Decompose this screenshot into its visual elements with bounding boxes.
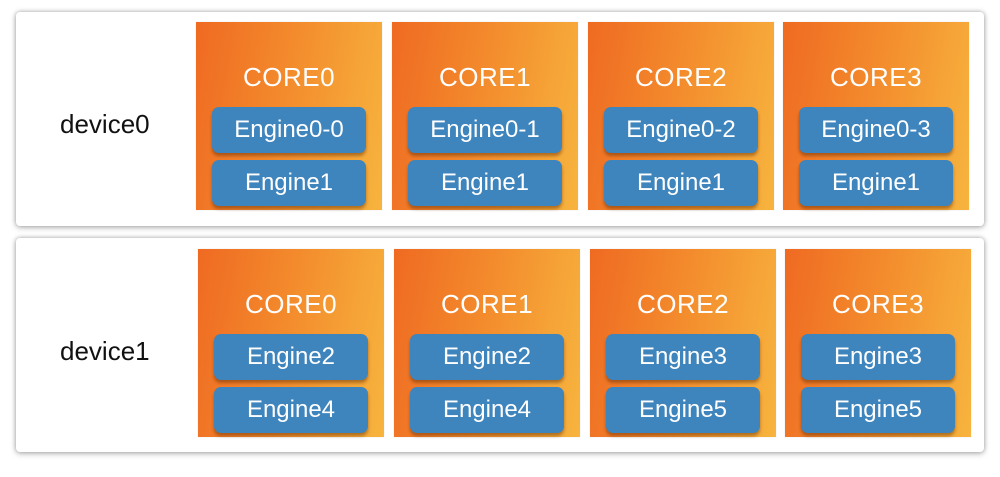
- core-title: CORE2: [636, 289, 730, 319]
- engine-box: Engine3: [606, 334, 760, 380]
- core-title: CORE3: [831, 289, 925, 319]
- engine-box: Engine2: [410, 334, 564, 380]
- core-title: CORE1: [438, 62, 532, 92]
- core-box-device1-core3: CORE3 Engine3 Engine5: [785, 249, 971, 437]
- core-box-device1-core1: CORE1 Engine2 Engine4: [394, 249, 580, 437]
- engine-box: Engine1: [604, 160, 758, 206]
- core-box-device0-core0: CORE0 Engine0-0 Engine1: [196, 22, 382, 210]
- engine-box: Engine0-0: [212, 107, 366, 153]
- core-box-device1-core2: CORE2 Engine3 Engine5: [590, 249, 776, 437]
- core-box-device0-core1: CORE1 Engine0-1 Engine1: [392, 22, 578, 210]
- core-box-device0-core3: CORE3 Engine0-3 Engine1: [783, 22, 969, 210]
- engine-box: Engine4: [214, 387, 368, 433]
- engine-box: Engine1: [212, 160, 366, 206]
- device-panel-0: device0 CORE0 Engine0-0 Engine1 CORE1 En…: [16, 12, 984, 226]
- engine-box: Engine2: [214, 334, 368, 380]
- engine-box: Engine1: [799, 160, 953, 206]
- core-title: CORE1: [440, 289, 534, 319]
- engine-box: Engine3: [801, 334, 955, 380]
- engine-box: Engine1: [408, 160, 562, 206]
- engine-box: Engine0-3: [799, 107, 953, 153]
- core-title: CORE0: [242, 62, 336, 92]
- device-label-0: device0: [60, 109, 150, 139]
- engine-box: Engine0-2: [604, 107, 758, 153]
- engine-box: Engine5: [801, 387, 955, 433]
- core-box-device1-core0: CORE0 Engine2 Engine4: [198, 249, 384, 437]
- engine-box: Engine5: [606, 387, 760, 433]
- engine-box: Engine4: [410, 387, 564, 433]
- core-box-device0-core2: CORE2 Engine0-2 Engine1: [588, 22, 774, 210]
- device-label-1: device1: [60, 336, 150, 366]
- engine-box: Engine0-1: [408, 107, 562, 153]
- core-title: CORE2: [634, 62, 728, 92]
- device-panel-1: device1 CORE0 Engine2 Engine4 CORE1 Engi…: [16, 238, 984, 452]
- core-title: CORE0: [244, 289, 338, 319]
- core-title: CORE3: [829, 62, 923, 92]
